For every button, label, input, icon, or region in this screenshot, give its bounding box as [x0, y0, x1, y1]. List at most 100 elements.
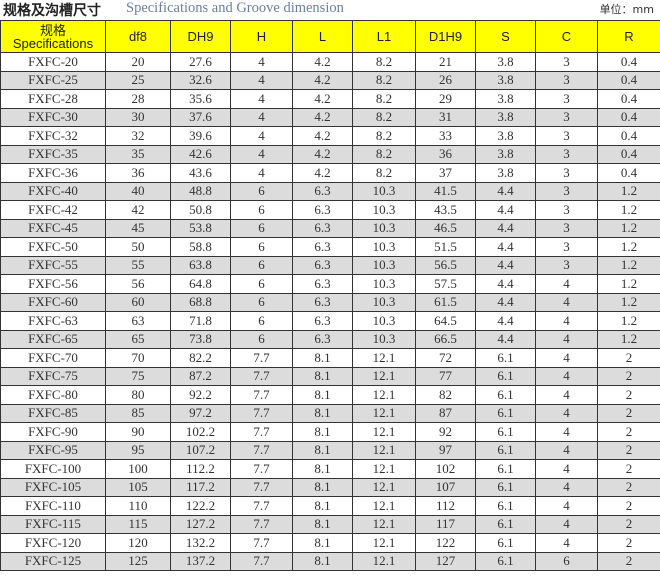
cell-l1: 12.1 — [352, 385, 416, 405]
cell-c: 4 — [535, 348, 598, 368]
cell-l: 4.2 — [292, 52, 353, 72]
cell-s: 3.8 — [475, 144, 536, 164]
table-row: FXFC-105 105 117.2 7.7 8.1 12.1 107 6.1 4 2 — [0, 477, 660, 497]
cell-d1h9: 127 — [415, 551, 476, 571]
cell-d1h9: 51.5 — [415, 237, 476, 257]
cell-h: 7.7 — [230, 496, 293, 516]
cell-df8: 45 — [105, 218, 171, 238]
cell-s: 6.1 — [475, 422, 536, 442]
table-row: FXFC-42 42 50.8 6 6.3 10.3 43.5 4.4 3 1.2 — [0, 200, 660, 220]
cell-r: 2 — [597, 385, 660, 405]
cell-l1: 10.3 — [352, 292, 416, 312]
cell-dh9: 137.2 — [170, 551, 231, 571]
cell-d1h9: 107 — [415, 477, 476, 497]
cell-dh9: 63.8 — [170, 255, 231, 275]
cell-h: 6 — [230, 329, 293, 349]
cell-spec: FXFC-85 — [0, 403, 106, 423]
cell-spec: FXFC-36 — [0, 163, 106, 183]
cell-h: 4 — [230, 107, 293, 127]
cell-spec: FXFC-50 — [0, 237, 106, 257]
cell-c: 3 — [535, 237, 598, 257]
table-row: FXFC-55 55 63.8 6 6.3 10.3 56.5 4.4 3 1.2 — [0, 255, 660, 275]
cell-l: 8.1 — [292, 533, 353, 553]
cell-c: 3 — [535, 255, 598, 275]
cell-dh9: 68.8 — [170, 292, 231, 312]
cell-s: 4.4 — [475, 292, 536, 312]
cell-df8: 75 — [105, 366, 171, 386]
cell-l1: 10.3 — [352, 218, 416, 238]
cell-c: 4 — [535, 440, 598, 460]
table-row: FXFC-90 90 102.2 7.7 8.1 12.1 92 6.1 4 2 — [0, 422, 660, 442]
cell-h: 7.7 — [230, 514, 293, 534]
cell-dh9: 127.2 — [170, 514, 231, 534]
cell-dh9: 64.8 — [170, 274, 231, 294]
table-row: FXFC-85 85 97.2 7.7 8.1 12.1 87 6.1 4 2 — [0, 403, 660, 423]
cell-l1: 10.3 — [352, 200, 416, 220]
cell-spec: FXFC-65 — [0, 329, 106, 349]
table-row: FXFC-115 115 127.2 7.7 8.1 12.1 117 6.1 4 2 — [0, 514, 660, 534]
cell-dh9: 42.6 — [170, 144, 231, 164]
cell-df8: 56 — [105, 274, 171, 294]
table-row: FXFC-110 110 122.2 7.7 8.1 12.1 112 6.1 4 2 — [0, 496, 660, 516]
cell-s: 3.8 — [475, 107, 536, 127]
cell-l1: 12.1 — [352, 459, 416, 479]
table-row: FXFC-70 70 82.2 7.7 8.1 12.1 72 6.1 4 2 — [0, 348, 660, 368]
cell-d1h9: 26 — [415, 70, 476, 90]
cell-h: 4 — [230, 52, 293, 72]
cell-c: 4 — [535, 514, 598, 534]
cell-r: 2 — [597, 477, 660, 497]
table-row: FXFC-80 80 92.2 7.7 8.1 12.1 82 6.1 4 2 — [0, 385, 660, 405]
cell-l1: 8.2 — [352, 144, 416, 164]
cell-h: 4 — [230, 163, 293, 183]
cell-s: 6.1 — [475, 403, 536, 423]
cell-r: 1.2 — [597, 329, 660, 349]
cell-d1h9: 57.5 — [415, 274, 476, 294]
table-row: FXFC-25 25 32.6 4 4.2 8.2 26 3.8 3 0.4 — [0, 70, 660, 90]
table-row: FXFC-120 120 132.2 7.7 8.1 12.1 122 6.1 4 2 — [0, 533, 660, 553]
title-chinese: 规格及沟槽尺寸 — [3, 3, 101, 19]
cell-h: 7.7 — [230, 440, 293, 460]
cell-s: 6.1 — [475, 440, 536, 460]
cell-l: 4.2 — [292, 107, 353, 127]
cell-d1h9: 37 — [415, 163, 476, 183]
table-row: FXFC-65 65 73.8 6 6.3 10.3 66.5 4.4 4 1.2 — [0, 329, 660, 349]
header-df8: df8 — [105, 20, 171, 53]
cell-c: 4 — [535, 292, 598, 312]
cell-r: 2 — [597, 348, 660, 368]
cell-df8: 40 — [105, 181, 171, 201]
cell-spec: FXFC-55 — [0, 255, 106, 275]
cell-df8: 55 — [105, 255, 171, 275]
cell-c: 4 — [535, 385, 598, 405]
cell-h: 7.7 — [230, 422, 293, 442]
table-row: FXFC-95 95 107.2 7.7 8.1 12.1 97 6.1 4 2 — [0, 440, 660, 460]
cell-df8: 95 — [105, 440, 171, 460]
cell-s: 6.1 — [475, 366, 536, 386]
title-english: Specifications and Groove dimension — [126, 0, 344, 16]
cell-l: 8.1 — [292, 459, 353, 479]
cell-s: 4.4 — [475, 237, 536, 257]
cell-c: 3 — [535, 144, 598, 164]
table-row: FXFC-32 32 39.6 4 4.2 8.2 33 3.8 3 0.4 — [0, 126, 660, 146]
cell-spec: FXFC-40 — [0, 181, 106, 201]
cell-h: 7.7 — [230, 477, 293, 497]
cell-df8: 25 — [105, 70, 171, 90]
header-h: H — [230, 20, 293, 53]
cell-l1: 12.1 — [352, 514, 416, 534]
cell-l: 6.3 — [292, 274, 353, 294]
cell-s: 6.1 — [475, 477, 536, 497]
cell-df8: 125 — [105, 551, 171, 571]
cell-l: 4.2 — [292, 89, 353, 109]
cell-l1: 12.1 — [352, 496, 416, 516]
cell-c: 3 — [535, 181, 598, 201]
cell-spec: FXFC-60 — [0, 292, 106, 312]
cell-l1: 12.1 — [352, 403, 416, 423]
cell-h: 7.7 — [230, 385, 293, 405]
header-s: S — [475, 20, 536, 53]
cell-l: 4.2 — [292, 126, 353, 146]
cell-l: 4.2 — [292, 163, 353, 183]
cell-df8: 63 — [105, 311, 171, 331]
cell-dh9: 35.6 — [170, 89, 231, 109]
cell-c: 4 — [535, 311, 598, 331]
cell-l1: 12.1 — [352, 477, 416, 497]
cell-l: 6.3 — [292, 200, 353, 220]
